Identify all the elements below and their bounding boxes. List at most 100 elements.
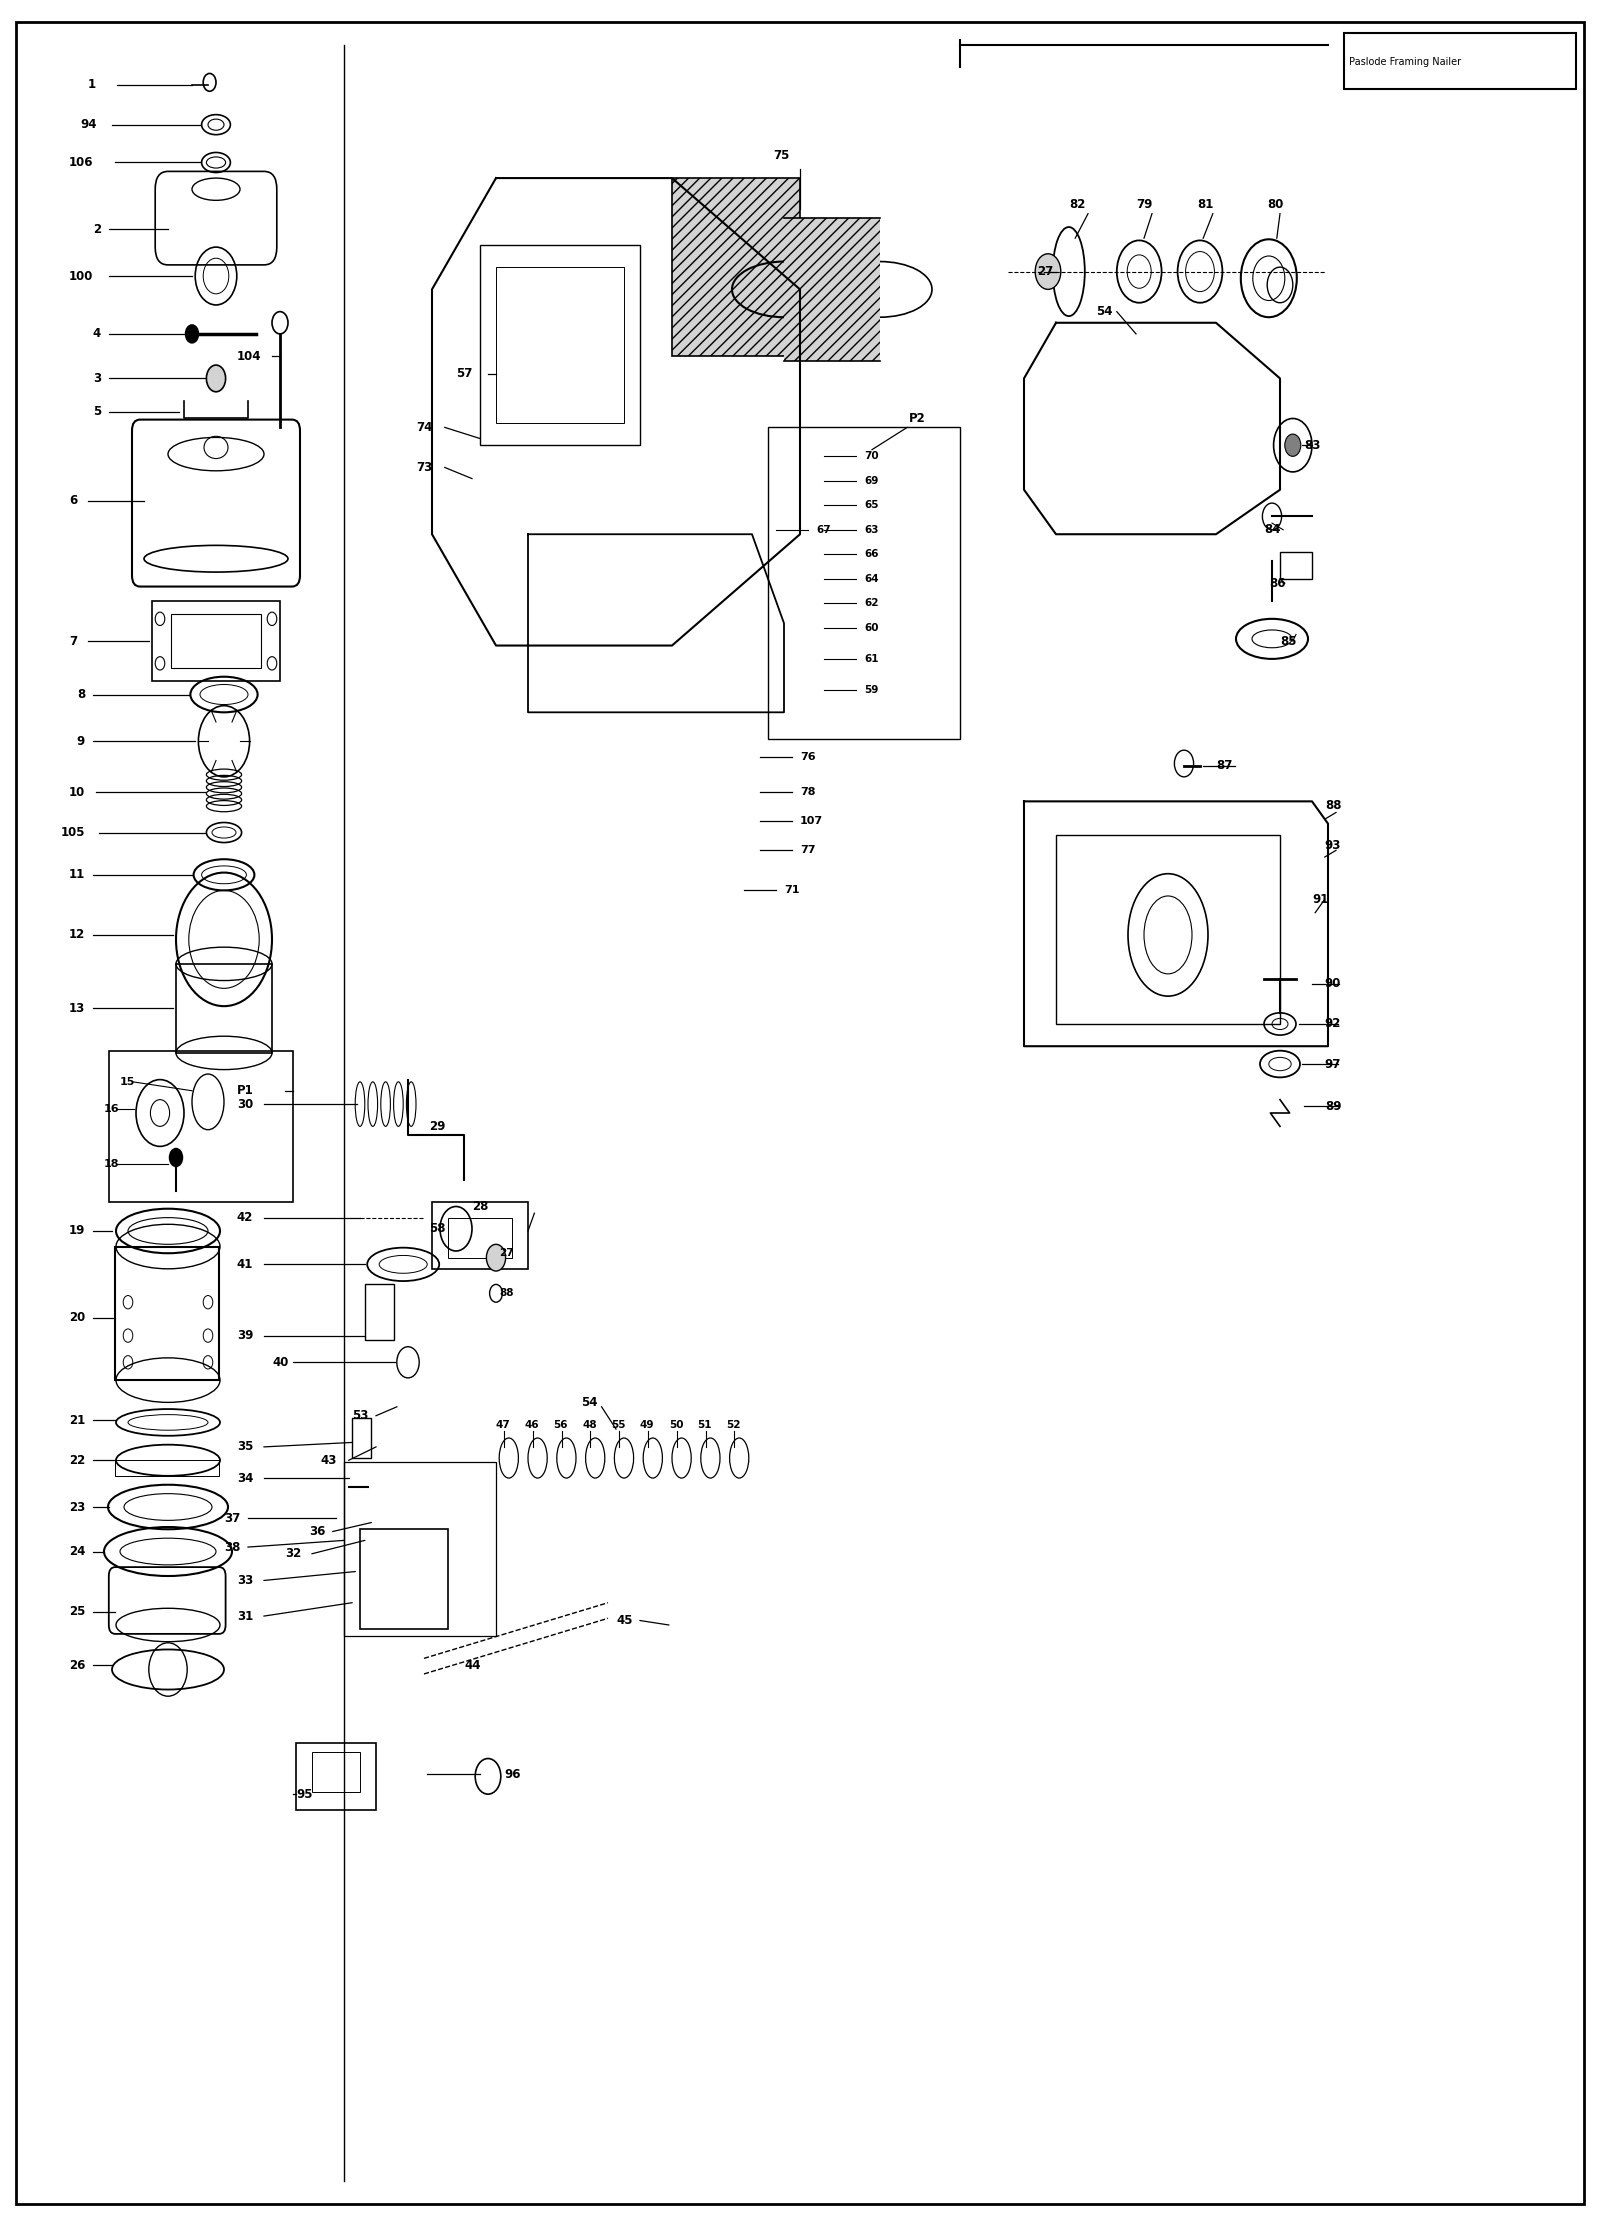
- Text: 96: 96: [504, 1767, 520, 1781]
- Text: 7: 7: [69, 634, 77, 648]
- Text: 12: 12: [69, 928, 85, 942]
- Bar: [1280, 552, 1312, 579]
- Text: 77: 77: [800, 846, 816, 855]
- Text: 51: 51: [698, 1420, 712, 1429]
- Text: 104: 104: [237, 349, 261, 363]
- Text: 106: 106: [69, 156, 93, 169]
- Bar: [1056, 835, 1280, 1024]
- Text: 33: 33: [237, 1574, 253, 1587]
- Text: 24: 24: [69, 1545, 85, 1558]
- Text: 95: 95: [296, 1787, 312, 1801]
- Text: 32: 32: [285, 1547, 301, 1560]
- Text: 75: 75: [773, 149, 789, 162]
- Bar: [171, 614, 261, 668]
- Text: 100: 100: [69, 269, 93, 283]
- Text: 57: 57: [456, 367, 472, 381]
- Text: 67: 67: [816, 525, 830, 534]
- Text: 93: 93: [1325, 839, 1341, 853]
- Text: 8: 8: [77, 688, 85, 701]
- Text: 52: 52: [726, 1420, 741, 1429]
- Text: 27: 27: [499, 1249, 514, 1258]
- Text: 92: 92: [1325, 1017, 1341, 1031]
- Text: 42: 42: [237, 1211, 253, 1224]
- Circle shape: [170, 1149, 182, 1166]
- Text: 27: 27: [1037, 265, 1053, 278]
- Text: 63: 63: [864, 525, 878, 534]
- FancyBboxPatch shape: [131, 421, 301, 588]
- Text: 11: 11: [69, 868, 85, 881]
- Text: 4: 4: [93, 327, 101, 341]
- Bar: [672, 178, 800, 356]
- Bar: [1344, 33, 1576, 89]
- Text: 2: 2: [93, 223, 101, 236]
- Text: 56: 56: [554, 1420, 568, 1429]
- Text: 107: 107: [800, 817, 822, 826]
- Text: 29: 29: [429, 1120, 445, 1133]
- Text: 36: 36: [309, 1525, 325, 1538]
- Text: 6: 6: [69, 494, 77, 508]
- Circle shape: [206, 365, 226, 392]
- Text: 91: 91: [1312, 893, 1328, 906]
- Polygon shape: [528, 534, 784, 712]
- Text: 87: 87: [1216, 759, 1232, 772]
- Text: 19: 19: [69, 1224, 85, 1238]
- Text: 66: 66: [864, 550, 878, 559]
- Text: 34: 34: [237, 1471, 253, 1485]
- Text: 62: 62: [864, 599, 878, 608]
- Text: 47: 47: [496, 1420, 510, 1429]
- Text: 37: 37: [224, 1511, 240, 1525]
- Text: 41: 41: [237, 1258, 253, 1271]
- Text: 35: 35: [237, 1440, 253, 1454]
- Text: P1: P1: [237, 1084, 253, 1097]
- Text: 25: 25: [69, 1605, 85, 1618]
- Text: 81: 81: [1197, 198, 1213, 211]
- Text: 46: 46: [525, 1420, 539, 1429]
- Text: 48: 48: [582, 1420, 597, 1429]
- Text: 50: 50: [669, 1420, 683, 1429]
- Text: 26: 26: [69, 1658, 85, 1672]
- Circle shape: [1035, 254, 1061, 289]
- Text: 3: 3: [93, 372, 101, 385]
- Text: 58: 58: [429, 1222, 445, 1235]
- Bar: [344, 1462, 496, 1636]
- Text: 53: 53: [352, 1409, 368, 1422]
- Text: 18: 18: [104, 1160, 120, 1169]
- Text: 74: 74: [416, 421, 432, 434]
- Bar: [448, 1218, 512, 1258]
- Text: 13: 13: [69, 1002, 85, 1015]
- Text: 44: 44: [464, 1658, 480, 1672]
- Text: 16: 16: [104, 1104, 120, 1113]
- Circle shape: [186, 325, 198, 343]
- Text: 23: 23: [69, 1500, 85, 1514]
- Text: 15: 15: [120, 1077, 136, 1086]
- Text: 85: 85: [1280, 634, 1296, 648]
- Text: 55: 55: [611, 1420, 626, 1429]
- Text: 31: 31: [237, 1609, 253, 1623]
- Bar: [115, 1247, 219, 1380]
- Bar: [296, 1743, 376, 1810]
- Text: 88: 88: [1325, 799, 1341, 812]
- Bar: [176, 964, 272, 1053]
- Text: 30: 30: [237, 1097, 253, 1111]
- Text: 84: 84: [1264, 523, 1280, 536]
- Text: 60: 60: [864, 623, 878, 632]
- Bar: [360, 1529, 448, 1629]
- Text: 1: 1: [88, 78, 96, 91]
- Bar: [352, 1418, 371, 1458]
- Text: 22: 22: [69, 1454, 85, 1467]
- Bar: [115, 1460, 219, 1476]
- Text: 69: 69: [864, 476, 878, 485]
- Bar: [109, 1051, 293, 1202]
- Text: 94: 94: [80, 118, 96, 131]
- Text: 54: 54: [581, 1396, 597, 1409]
- Text: 97: 97: [1325, 1057, 1341, 1071]
- Bar: [432, 1202, 528, 1269]
- Text: 79: 79: [1136, 198, 1152, 211]
- Circle shape: [1285, 434, 1301, 456]
- Polygon shape: [1024, 323, 1280, 534]
- Bar: [768, 427, 960, 739]
- Circle shape: [486, 1244, 506, 1271]
- Bar: [496, 267, 624, 423]
- Bar: [480, 245, 640, 445]
- Text: 88: 88: [499, 1289, 514, 1298]
